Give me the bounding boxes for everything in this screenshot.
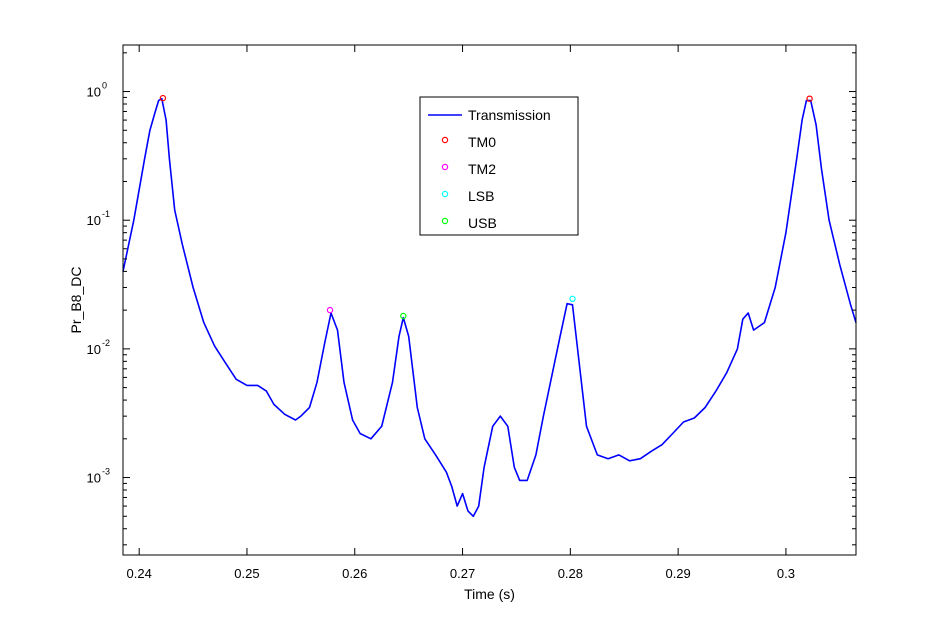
marker-tm0-0: [159, 94, 167, 102]
legend-item-usb: USB: [441, 215, 497, 231]
y-axis-label: Pr_B8_DC: [68, 267, 84, 334]
x-axis-label: Time (s): [464, 586, 515, 602]
x-tick-labels: 0.24 0.25 0.26 0.27 0.28 0.29 0.3: [127, 566, 795, 581]
marker-usb-0: [400, 312, 407, 320]
y-tick-label-exponent: 0: [102, 81, 107, 91]
y-tick-label-exponent: -3: [102, 467, 110, 477]
x-tick-label: 0.24: [127, 566, 152, 581]
legend-label: USB: [468, 215, 497, 231]
legend: Transmission TM0 TM2 LSB USB: [419, 96, 579, 236]
legend-item-transmission: Transmission: [428, 107, 551, 123]
y-tick-label: 10 0: [87, 81, 107, 100]
legend-label: LSB: [468, 188, 494, 204]
x-tick-label: 0.27: [450, 566, 475, 581]
x-tick-label: 0.26: [342, 566, 367, 581]
legend-swatch-marker: [441, 217, 449, 225]
tick-layer: [123, 45, 856, 555]
series-layer: [122, 97, 857, 518]
legend-swatch-marker: [441, 136, 449, 144]
y-tick-label: 10 -1: [87, 209, 110, 228]
marker-lsb-0: [569, 295, 576, 302]
x-tick-label: 0.3: [777, 566, 795, 581]
marker-layer: [159, 94, 813, 320]
marker-tm2-0: [326, 306, 334, 314]
y-tick-label-base: 10: [87, 471, 101, 486]
x-tick-label: 0.29: [665, 566, 690, 581]
y-tick-label-exponent: -2: [102, 338, 110, 348]
y-tick-label: 10 -2: [87, 338, 110, 357]
y-tick-label-exponent: -1: [102, 209, 110, 219]
legend-item-lsb: LSB: [441, 188, 494, 204]
legend-label: TM0: [468, 134, 496, 150]
y-tick-label-base: 10: [87, 342, 101, 357]
legend-item-tm0: TM0: [441, 134, 496, 150]
legend-swatch-marker: [441, 163, 449, 171]
axes-frame: [122, 44, 857, 556]
legend-label: TM2: [468, 161, 496, 177]
legend-box: [419, 96, 579, 236]
marker-tm0-1: [806, 95, 813, 102]
legend-item-tm2: TM2: [441, 161, 496, 177]
y-tick-label: 10 -3: [87, 467, 110, 486]
legend-swatch-marker: [441, 190, 449, 198]
legend-label: Transmission: [468, 107, 551, 123]
series-line-transmission: [122, 97, 857, 518]
y-tick-label-base: 10: [87, 213, 101, 228]
x-tick-label: 0.25: [234, 566, 259, 581]
y-tick-label-base: 10: [87, 85, 101, 100]
x-tick-label: 0.28: [558, 566, 583, 581]
